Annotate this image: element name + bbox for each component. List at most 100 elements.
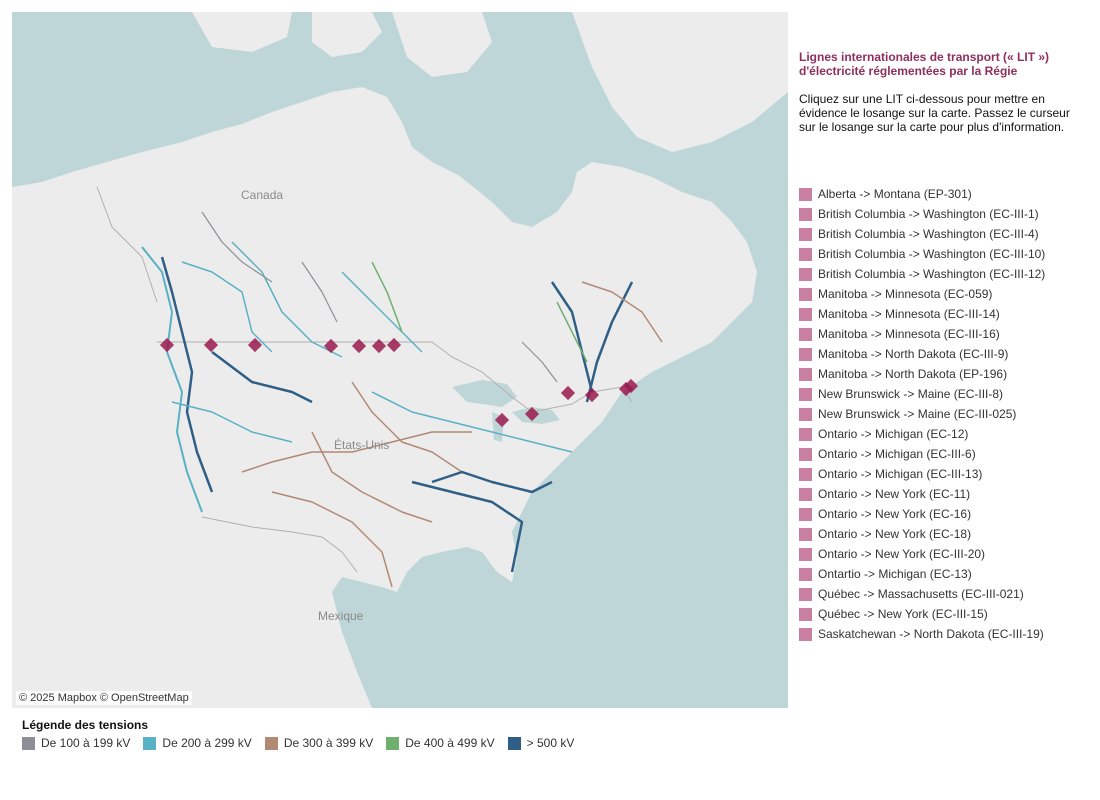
lit-swatch bbox=[799, 367, 812, 381]
interconnection-diamond[interactable] bbox=[203, 337, 219, 353]
lit-swatch bbox=[799, 387, 812, 401]
lit-list-item[interactable]: Manitoba -> Minnesota (EC-059) bbox=[799, 284, 1089, 304]
lit-swatch bbox=[799, 507, 812, 521]
gulf-of-mexico bbox=[352, 582, 492, 652]
lit-list-item[interactable]: Ontario -> New York (EC-III-20) bbox=[799, 544, 1089, 564]
lit-list-item[interactable]: British Columbia -> Washington (EC-III-4… bbox=[799, 224, 1089, 244]
interconnection-diamond[interactable] bbox=[560, 385, 576, 401]
transmission-line bbox=[585, 281, 634, 403]
lit-list-item[interactable]: Alberta -> Montana (EP-301) bbox=[799, 184, 1089, 204]
legend-item: > 500 kV bbox=[507, 736, 575, 750]
legend-label: De 300 à 399 kV bbox=[283, 736, 374, 750]
lit-list-item[interactable]: British Columbia -> Washington (EC-III-1… bbox=[799, 204, 1089, 224]
transmission-line bbox=[311, 431, 433, 523]
transmission-lines-layer bbox=[141, 211, 663, 588]
interconnection-diamond[interactable] bbox=[386, 337, 402, 353]
transmission-line bbox=[371, 391, 573, 453]
hudson-bay bbox=[422, 107, 552, 222]
interconnection-diamond[interactable] bbox=[323, 338, 339, 354]
us-mexico-border bbox=[201, 516, 358, 573]
lit-list-item[interactable]: New Brunswick -> Maine (EC-III-8) bbox=[799, 384, 1089, 404]
lit-label: Ontario -> Michigan (EC-12) bbox=[818, 427, 969, 441]
lit-label: Manitoba -> Minnesota (EC-III-14) bbox=[818, 307, 1000, 321]
interconnection-diamond[interactable] bbox=[524, 406, 540, 422]
interconnection-diamond[interactable] bbox=[351, 338, 367, 354]
transmission-line bbox=[141, 246, 203, 513]
lit-list-item[interactable]: Ontario -> Michigan (EC-III-13) bbox=[799, 464, 1089, 484]
legend-label: > 500 kV bbox=[526, 736, 575, 750]
lit-list-item[interactable]: Ontartio -> Michigan (EC-13) bbox=[799, 564, 1089, 584]
lit-list-item[interactable]: Ontario -> New York (EC-11) bbox=[799, 484, 1089, 504]
lit-list-item[interactable]: Ontario -> New York (EC-16) bbox=[799, 504, 1089, 524]
lit-list-item[interactable]: Québec -> Massachusetts (EC-III-021) bbox=[799, 584, 1089, 604]
label-canada: Canada bbox=[241, 188, 284, 202]
lit-label: Ontario -> New York (EC-III-20) bbox=[818, 547, 986, 561]
lit-list-item[interactable]: Québec -> New York (EC-III-15) bbox=[799, 604, 1089, 624]
lit-label: Québec -> New York (EC-III-15) bbox=[818, 607, 988, 621]
lit-list-item[interactable]: New Brunswick -> Maine (EC-III-025) bbox=[799, 404, 1089, 424]
lit-label: Alberta -> Montana (EP-301) bbox=[818, 187, 972, 201]
lit-swatch bbox=[799, 567, 812, 581]
lit-label: Québec -> Massachusetts (EC-III-021) bbox=[818, 587, 1024, 601]
lit-list-item[interactable]: Manitoba -> North Dakota (EP-196) bbox=[799, 364, 1089, 384]
transmission-map[interactable]: Canada États-Unis Mexique © 2025 Mapbox … bbox=[12, 12, 788, 708]
legend-item: De 200 à 299 kV bbox=[143, 736, 252, 750]
voltage-legend: Légende des tensions De 100 à 199 kV De 2… bbox=[22, 718, 587, 750]
transmission-line bbox=[271, 491, 393, 588]
interconnection-diamond[interactable] bbox=[584, 387, 600, 403]
transmission-line bbox=[411, 480, 524, 573]
lit-list-item[interactable]: Manitoba -> Minnesota (EC-III-14) bbox=[799, 304, 1089, 324]
map-canvas[interactable] bbox=[12, 12, 788, 708]
lit-swatch bbox=[799, 547, 812, 561]
legend-item: De 300 à 399 kV bbox=[264, 736, 374, 750]
great-lakes bbox=[452, 380, 560, 442]
transmission-line bbox=[160, 256, 214, 493]
lit-label: New Brunswick -> Maine (EC-III-8) bbox=[818, 387, 1004, 401]
interconnection-diamond[interactable] bbox=[371, 338, 387, 354]
transmission-line bbox=[371, 261, 403, 333]
legend-label: De 400 à 499 kV bbox=[405, 736, 495, 750]
legend-swatch bbox=[264, 736, 278, 750]
arctic-island bbox=[312, 12, 382, 57]
transmission-line bbox=[431, 470, 553, 494]
interconnection-markers[interactable] bbox=[159, 337, 639, 428]
transmission-line bbox=[341, 271, 423, 353]
lit-label: British Columbia -> Washington (EC-III-4… bbox=[818, 227, 1039, 241]
interconnection-diamond[interactable] bbox=[247, 337, 263, 353]
lit-swatch bbox=[799, 407, 812, 421]
lit-list-item[interactable]: Ontario -> New York (EC-18) bbox=[799, 524, 1089, 544]
legend-swatch bbox=[143, 736, 157, 750]
lit-swatch bbox=[799, 227, 812, 241]
lit-label: Ontario -> New York (EC-16) bbox=[818, 507, 972, 521]
lit-label: Ontartio -> Michigan (EC-13) bbox=[818, 567, 972, 581]
transmission-line bbox=[181, 261, 273, 353]
transmission-line bbox=[581, 281, 663, 343]
interconnection-diamond[interactable] bbox=[494, 412, 510, 428]
lit-list-item[interactable]: Ontario -> Michigan (EC-III-6) bbox=[799, 444, 1089, 464]
transmission-line bbox=[351, 381, 463, 473]
legend-item: De 100 à 199 kV bbox=[22, 736, 130, 750]
legend-swatch bbox=[507, 736, 521, 750]
lit-swatch bbox=[799, 247, 812, 261]
info-panel: Lignes internationales de transport (« L… bbox=[799, 50, 1084, 134]
lit-swatch bbox=[799, 527, 812, 541]
lit-list-item[interactable]: British Columbia -> Washington (EC-III-1… bbox=[799, 244, 1089, 264]
lit-list-item[interactable]: Saskatchewan -> North Dakota (EC-III-19) bbox=[799, 624, 1089, 644]
map-attribution[interactable]: © 2025 Mapbox © OpenStreetMap bbox=[16, 691, 192, 705]
lit-list-item[interactable]: Manitoba -> Minnesota (EC-III-16) bbox=[799, 324, 1089, 344]
lit-swatch bbox=[799, 487, 812, 501]
greenland bbox=[572, 12, 788, 152]
lit-list-item[interactable]: Manitoba -> North Dakota (EC-III-9) bbox=[799, 344, 1089, 364]
interconnection-diamond[interactable] bbox=[159, 337, 175, 353]
lit-label: New Brunswick -> Maine (EC-III-025) bbox=[818, 407, 1017, 421]
lit-swatch bbox=[799, 467, 812, 481]
lit-list-item[interactable]: Ontario -> Michigan (EC-12) bbox=[799, 424, 1089, 444]
interconnection-diamond[interactable] bbox=[623, 378, 639, 394]
lit-list-item[interactable]: British Columbia -> Washington (EC-III-1… bbox=[799, 264, 1089, 284]
lit-label: Saskatchewan -> North Dakota (EC-III-19) bbox=[818, 627, 1044, 641]
lit-swatch bbox=[799, 587, 812, 601]
lit-swatch bbox=[799, 287, 812, 301]
transmission-line bbox=[241, 431, 472, 473]
transmission-line bbox=[301, 261, 338, 323]
transmission-line bbox=[201, 211, 273, 283]
